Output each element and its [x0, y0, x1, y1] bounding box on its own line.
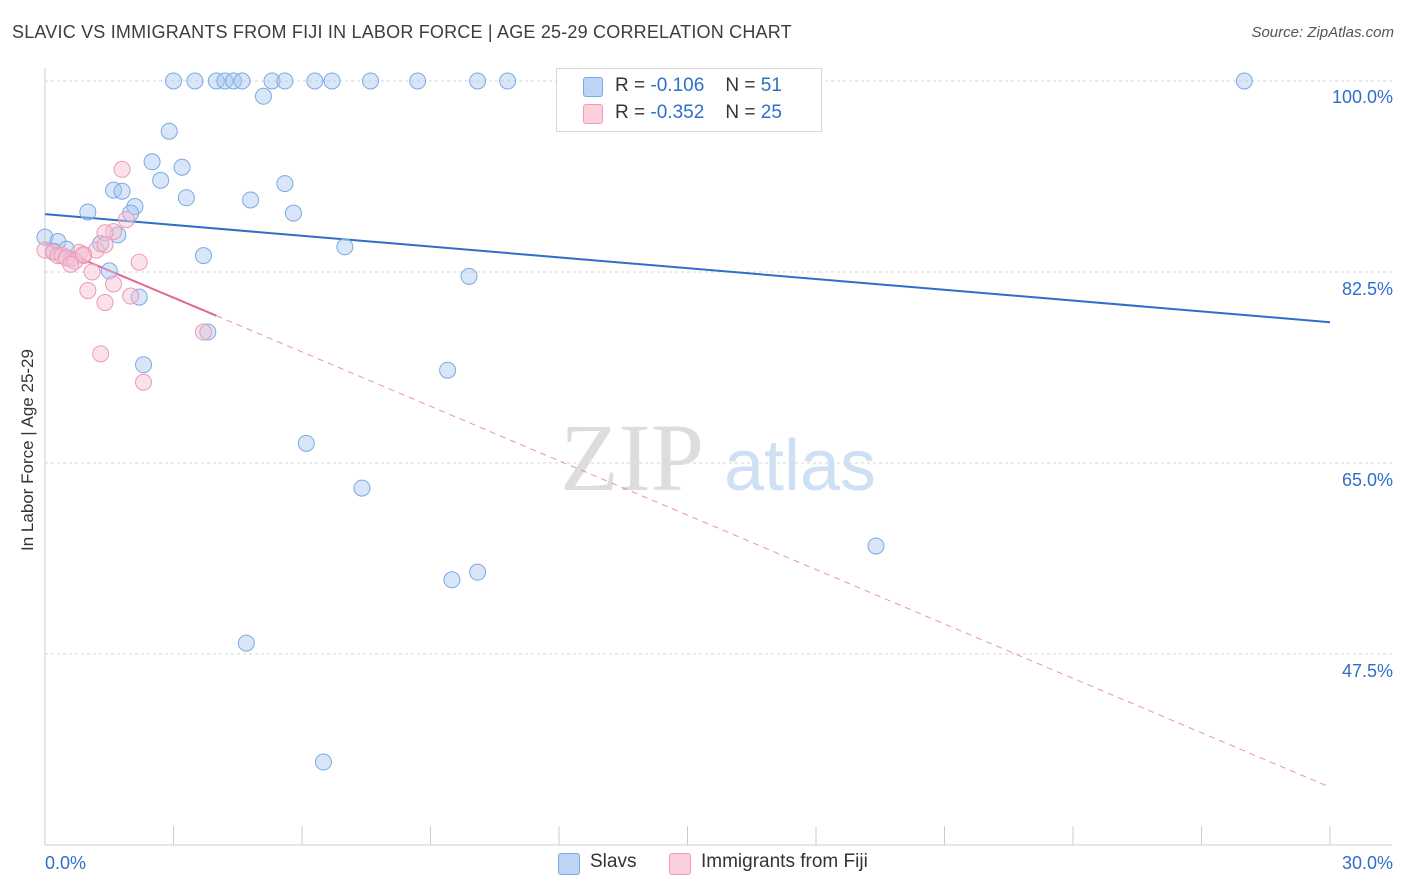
- slavs-point: [100, 262, 118, 280]
- fiji-point: [96, 224, 114, 242]
- slavs-point: [160, 122, 178, 140]
- fiji-point: [62, 255, 80, 273]
- fiji-point: [113, 160, 131, 178]
- fiji-point: [96, 236, 114, 254]
- slavs-point: [177, 189, 195, 207]
- slavs-point: [443, 571, 461, 589]
- slavs-point: [216, 72, 234, 90]
- slavs-point: [254, 87, 272, 105]
- fiji-legend-label: Immigrants from Fiji: [701, 851, 868, 872]
- slavs-point: [284, 204, 302, 222]
- slavs-point: [186, 72, 204, 90]
- gridlines: [45, 80, 1392, 655]
- fiji-legend-swatch: [669, 853, 691, 875]
- slavs-point: [1235, 72, 1253, 90]
- y-tick-label: 65.0%: [1342, 470, 1393, 490]
- y-axis-label: In Labor Force | Age 25-29: [18, 349, 37, 551]
- fiji-point: [75, 246, 93, 264]
- slavs-point: [314, 753, 332, 771]
- slavs-point: [130, 288, 148, 306]
- y-tick-label: 100.0%: [1332, 87, 1393, 107]
- slavs-point: [353, 479, 371, 497]
- slavs-point: [242, 191, 260, 209]
- source-credit: Source: ZipAtlas.com: [1251, 24, 1394, 41]
- n-value: 25: [760, 102, 782, 123]
- fiji-point: [105, 223, 123, 241]
- slavs-point: [297, 434, 315, 452]
- watermark: ZIP atlas: [560, 404, 876, 511]
- fiji-trend-line: [44, 242, 217, 317]
- axes: [44, 68, 1392, 846]
- fiji-point: [117, 211, 135, 229]
- y-tick-label: 82.5%: [1342, 279, 1393, 299]
- slavs-point: [143, 153, 161, 171]
- slavs-point: [276, 72, 294, 90]
- slavs-point: [362, 72, 380, 90]
- r-label: R =: [615, 102, 646, 123]
- slavs-point: [233, 72, 251, 90]
- fiji-point: [194, 323, 212, 341]
- slavs-point: [469, 72, 487, 90]
- slavs-point: [194, 247, 212, 265]
- slavs-point: [36, 228, 54, 246]
- x-tick-label: 30.0%: [1342, 853, 1393, 873]
- fiji-trend-extension: [216, 315, 1331, 788]
- n-label: N =: [725, 102, 756, 123]
- tick-labels: 47.5% 65.0% 82.5% 100.0% 0.0% 30.0%: [45, 87, 1393, 873]
- slavs-point: [79, 203, 97, 221]
- slavs-legend-label: Slavs: [590, 851, 637, 872]
- fiji-point: [92, 345, 110, 363]
- fiji-point: [96, 294, 114, 312]
- slavs-point: [207, 72, 225, 90]
- slavs-point: [323, 72, 341, 90]
- slavs-point: [469, 563, 487, 581]
- trend-lines: [44, 213, 1331, 788]
- r-value: -0.106: [650, 75, 705, 96]
- fiji-point: [83, 263, 101, 281]
- slavs-point: [224, 72, 242, 90]
- x-tick-label: 0.0%: [45, 853, 86, 873]
- slavs-point: [135, 356, 153, 374]
- chart-title: SLAVIC VS IMMIGRANTS FROM FIJI IN LABOR …: [12, 22, 792, 42]
- r-label: R =: [615, 75, 646, 96]
- fiji-point: [122, 287, 140, 305]
- slavs-point: [113, 182, 131, 200]
- fiji-point: [105, 275, 123, 293]
- slavs-point: [276, 175, 294, 193]
- slavs-point: [263, 72, 281, 90]
- watermark-atlas: atlas: [724, 426, 876, 506]
- slavs-point: [306, 72, 324, 90]
- slavs-point: [105, 181, 123, 199]
- correlation-legend: R = -0.106 N = 51 R = -0.352 N = 25: [556, 68, 822, 132]
- slavs-trend-line: [44, 213, 1331, 324]
- slavs-point: [460, 267, 478, 285]
- n-label: N =: [725, 75, 756, 96]
- slavs-swatch: [583, 77, 603, 97]
- slavs-legend-swatch: [558, 853, 580, 875]
- n-value: 51: [760, 75, 782, 96]
- slavs-point: [409, 72, 427, 90]
- slavs-point: [499, 72, 517, 90]
- slavs-point: [199, 323, 217, 341]
- fiji-point: [87, 241, 105, 259]
- slavs-point: [152, 171, 170, 189]
- fiji-point: [130, 253, 148, 271]
- r-value: -0.352: [650, 102, 705, 123]
- data-points: [36, 72, 1253, 771]
- y-tick-label: 47.5%: [1342, 661, 1393, 681]
- fiji-point: [135, 373, 153, 391]
- slavs-point: [237, 634, 255, 652]
- slavs-point: [173, 158, 191, 176]
- slavs-point: [867, 537, 885, 555]
- slavs-point: [165, 72, 182, 90]
- fiji-point: [79, 282, 97, 300]
- watermark-zip: ZIP: [560, 404, 704, 511]
- fiji-swatch: [583, 104, 603, 124]
- slavs-point: [439, 361, 457, 379]
- slavs-point: [336, 238, 354, 256]
